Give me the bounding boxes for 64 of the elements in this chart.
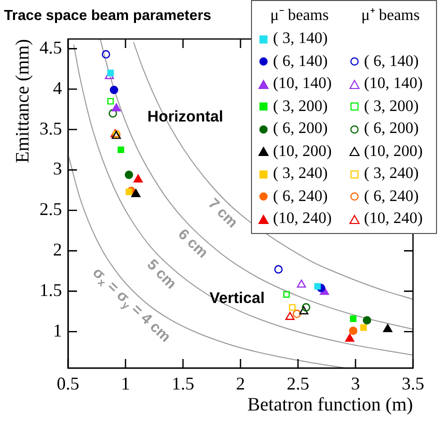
- point: [283, 291, 290, 298]
- legend-label: ( 6, 200): [364, 120, 419, 138]
- y-axis-title: Emittance (mm): [12, 39, 34, 163]
- point: [314, 283, 321, 290]
- point: [285, 312, 295, 320]
- legend-label: ( 6, 200): [273, 120, 328, 138]
- legend-label: (10, 140): [273, 75, 332, 94]
- legend-label: (10, 200): [364, 142, 423, 161]
- legend-label: ( 6, 240): [273, 188, 328, 206]
- point: [383, 324, 392, 332]
- legend-label: ( 3, 200): [364, 98, 419, 116]
- point: [134, 174, 143, 183]
- y-tick-label: 3: [53, 158, 62, 179]
- legend-label: ( 3, 240): [273, 165, 328, 184]
- point: [102, 50, 110, 59]
- point: [349, 326, 358, 336]
- y-tick-label: 2: [53, 240, 62, 260]
- text: μ⁺ beams: [360, 6, 421, 26]
- x-axis-title: Betatron function (m): [247, 394, 413, 416]
- legend-label: ( 3, 140): [273, 30, 328, 48]
- point: [274, 265, 283, 274]
- legend-label: ( 6, 140): [364, 52, 419, 71]
- point: [112, 103, 121, 112]
- legend-label: (10, 200): [273, 142, 332, 161]
- point: [360, 324, 367, 331]
- x-tick-label: 0.5: [56, 374, 80, 394]
- x-tick-label: 2.5: [286, 374, 310, 394]
- point: [296, 280, 306, 288]
- annotation: Horizontal: [147, 108, 224, 126]
- point: [131, 189, 140, 198]
- x-tick-label: 3: [351, 374, 360, 394]
- point: [292, 310, 302, 318]
- legend-label: (10, 140): [364, 75, 423, 94]
- y-tick-label: 3.5: [40, 118, 62, 138]
- point: [126, 188, 132, 196]
- point: [350, 315, 356, 322]
- chart-title: Trace space beam parameters: [4, 8, 212, 24]
- y-tick-label: 1: [53, 320, 62, 340]
- point: [107, 70, 114, 76]
- point: [118, 146, 124, 154]
- legend-label: ( 6, 240): [364, 188, 419, 206]
- x-tick-label: 3.5: [402, 374, 424, 394]
- y-tick-label: 4: [53, 78, 62, 98]
- point: [299, 306, 308, 314]
- point: [110, 86, 118, 94]
- legend-label: (10, 240): [273, 210, 332, 228]
- y-tick-label: 4.5: [40, 37, 62, 58]
- x-tick-label: 1: [121, 374, 130, 394]
- legend-label: ( 3, 240): [364, 165, 419, 184]
- point: [124, 170, 134, 180]
- point: [345, 334, 354, 342]
- x-tick-label: 1.5: [172, 374, 194, 394]
- legend-label: (10, 240): [364, 210, 423, 228]
- point: [107, 98, 114, 105]
- point: [302, 303, 310, 312]
- point: [108, 109, 118, 118]
- point: [362, 316, 372, 325]
- annotation: Vertical: [209, 290, 265, 308]
- legend-label: ( 3, 200): [273, 98, 328, 116]
- y-tick-label: 1.5: [40, 280, 62, 300]
- text: μ⁻ beams: [269, 6, 330, 26]
- legend-label: ( 6, 140): [273, 52, 328, 71]
- y-tick-label: 2.5: [40, 199, 62, 220]
- x-tick-label: 2: [236, 374, 245, 394]
